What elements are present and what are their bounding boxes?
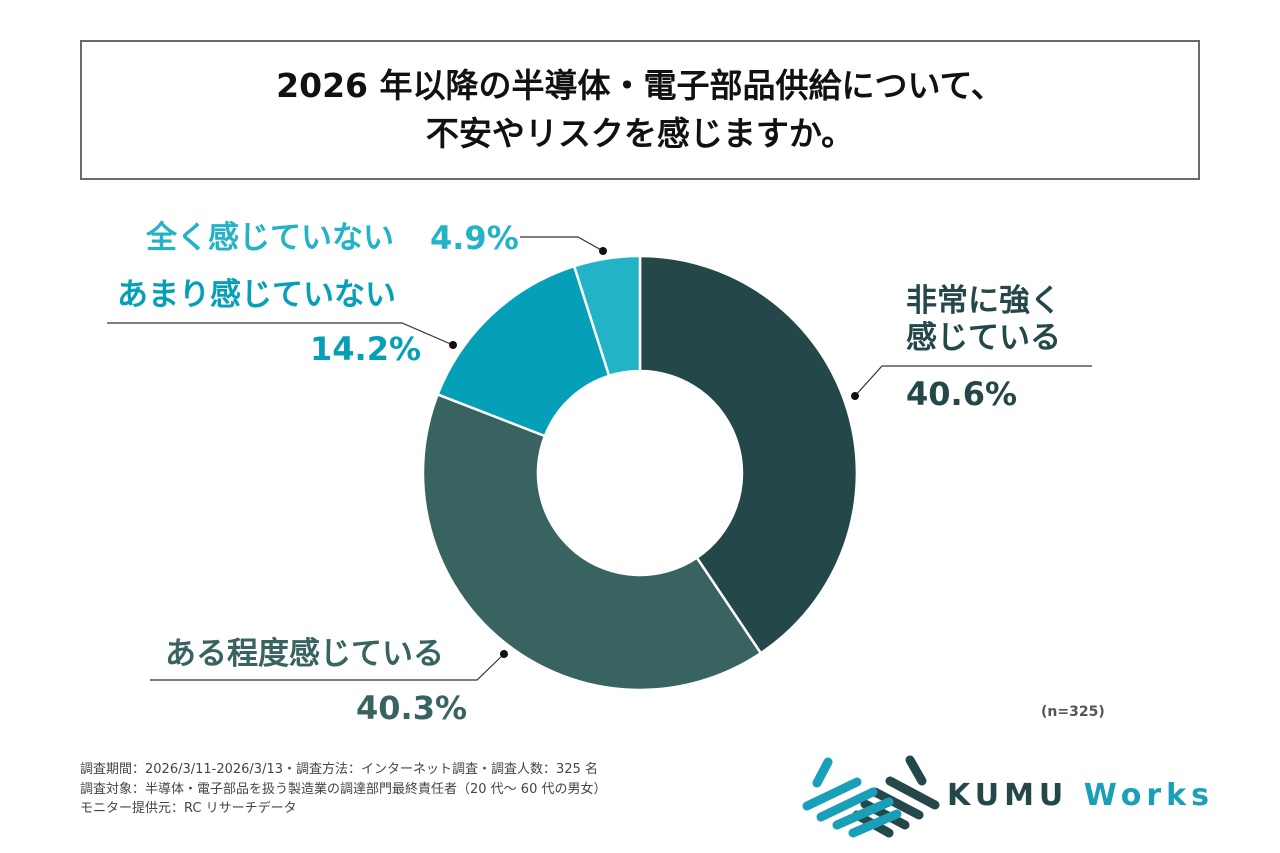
leader-line-strong [854, 365, 1092, 397]
label-little-pct: 14.2% [310, 330, 422, 368]
chart-title-line-1: 2026 年以降の半導体・電子部品供給について、 [276, 66, 1004, 105]
leader-dot-little [449, 341, 457, 349]
kumu-works-logo: KUMU Works [797, 748, 1209, 840]
chart-title-line-2: 不安やリスクを感じますか。 [425, 114, 855, 153]
slice-strong [638, 254, 859, 655]
footnote-provider: モニター提供元：RC リサーチデータ [80, 801, 297, 816]
footnote-period: 調査期間：2026/3/11-2026/3/13・調査方法：インターネット調査・… [80, 762, 598, 777]
logo-kumu: KUMU [947, 778, 1069, 813]
leader-line-little [107, 322, 454, 346]
label-little-text: あまり感じていない [117, 277, 396, 313]
label-strong-line2: 感じている [906, 320, 1061, 356]
label-none-pct: 4.9% [430, 219, 519, 257]
title-box: 2026 年以降の半導体・電子部品供給について、 不安やリスクを感じますか。 [80, 40, 1200, 180]
handshake-logo-icon [802, 755, 940, 838]
label-none-text: 全く感じていない [146, 220, 394, 256]
leader-line-some [150, 653, 505, 681]
footnote-target: 調査対象：半導体・電子部品を扱う製造業の調達部門最終責任者（20 代〜 60 代… [80, 781, 607, 797]
leader-dot-some [500, 650, 508, 658]
sample-size: (n=325) [1041, 704, 1105, 720]
footnotes: 調査期間：2026/3/11-2026/3/13・調査方法：インターネット調査・… [80, 760, 606, 819]
slice-little [436, 264, 611, 438]
label-strong-line1: 非常に強く [906, 283, 1061, 319]
slice-some [421, 392, 763, 692]
label-strong-pct: 40.6% [906, 375, 1018, 413]
slice-none [572, 254, 642, 378]
logo-wordmark: KUMU Works [947, 778, 1214, 813]
label-some-text: ある程度感じている [165, 636, 444, 672]
label-some-pct: 40.3% [356, 689, 468, 727]
leader-dot-strong [851, 392, 859, 400]
logo-works: Works [1083, 778, 1214, 813]
leader-line-none [520, 236, 604, 252]
leader-dot-none [599, 247, 607, 255]
